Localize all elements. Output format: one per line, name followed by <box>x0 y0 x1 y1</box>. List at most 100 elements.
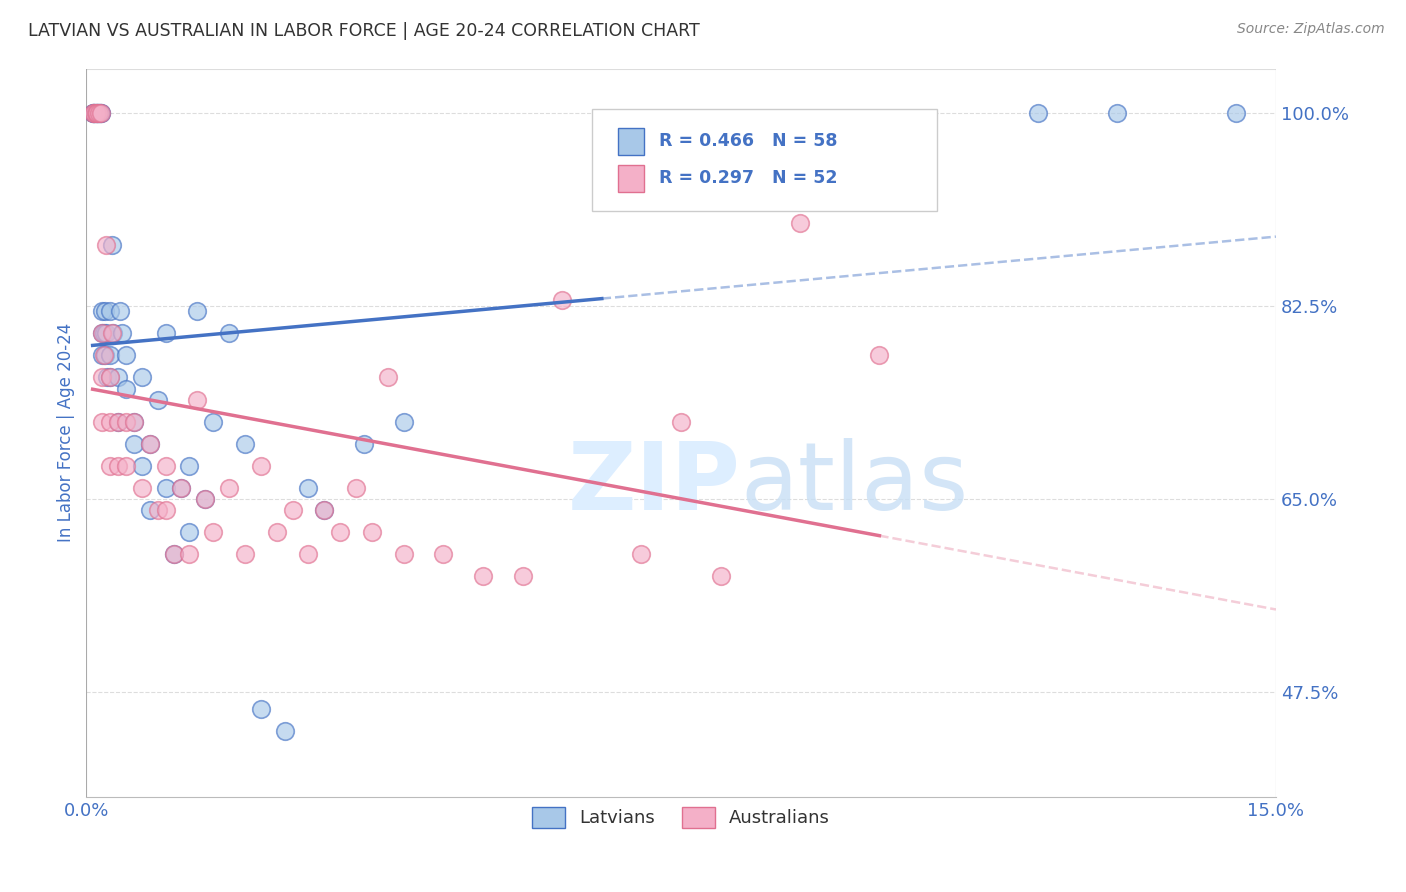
Point <box>218 326 240 341</box>
Point <box>107 458 129 473</box>
Point <box>630 547 652 561</box>
Point <box>103 326 125 341</box>
Point <box>107 370 129 384</box>
Point <box>98 370 121 384</box>
Point <box>155 481 177 495</box>
Point <box>266 524 288 539</box>
Point <box>710 569 733 583</box>
Point <box>139 436 162 450</box>
Point <box>98 348 121 362</box>
Point <box>94 238 117 252</box>
Point <box>82 105 104 120</box>
Point <box>98 458 121 473</box>
FancyBboxPatch shape <box>592 109 936 211</box>
Point <box>91 370 114 384</box>
Point <box>155 503 177 517</box>
Point <box>98 304 121 318</box>
Point <box>115 415 138 429</box>
Point <box>83 105 105 120</box>
Point <box>87 105 110 120</box>
Point <box>297 481 319 495</box>
Point <box>100 238 122 252</box>
Point <box>91 326 114 341</box>
Point <box>392 547 415 561</box>
Point <box>179 524 201 539</box>
Point <box>122 415 145 429</box>
Point <box>83 105 105 120</box>
Point <box>162 547 184 561</box>
Point <box>314 503 336 517</box>
Point <box>194 491 217 506</box>
Point <box>84 105 107 120</box>
Point <box>86 105 108 120</box>
Text: atlas: atlas <box>741 438 969 530</box>
Point <box>96 370 118 384</box>
Point <box>115 348 138 362</box>
Point <box>249 701 271 715</box>
Point <box>94 304 117 318</box>
Point <box>194 491 217 506</box>
Point <box>344 481 367 495</box>
Point <box>91 304 114 318</box>
Point <box>139 503 162 517</box>
Point <box>84 105 107 120</box>
Point <box>314 503 336 517</box>
Point <box>93 348 115 362</box>
Bar <box>619 165 644 193</box>
Y-axis label: In Labor Force | Age 20-24: In Labor Force | Age 20-24 <box>58 323 75 542</box>
Text: Source: ZipAtlas.com: Source: ZipAtlas.com <box>1237 22 1385 37</box>
Point <box>155 458 177 473</box>
Point <box>202 524 225 539</box>
Point <box>471 569 494 583</box>
Point <box>233 436 256 450</box>
Point <box>789 216 811 230</box>
Point <box>273 723 295 738</box>
Point <box>432 547 454 561</box>
Point <box>512 569 534 583</box>
Point <box>139 436 162 450</box>
Bar <box>619 128 644 155</box>
Point <box>93 326 115 341</box>
Point <box>93 348 115 362</box>
Point <box>91 348 114 362</box>
Point <box>100 326 122 341</box>
Point <box>98 370 121 384</box>
Point <box>115 458 138 473</box>
Point <box>82 105 104 120</box>
Point <box>122 415 145 429</box>
Point <box>233 547 256 561</box>
Point <box>329 524 352 539</box>
Point <box>90 105 112 120</box>
Point <box>87 105 110 120</box>
Point <box>91 326 114 341</box>
Point <box>162 547 184 561</box>
Point <box>91 415 114 429</box>
Point <box>90 105 112 120</box>
Legend: Latvians, Australians: Latvians, Australians <box>524 800 837 835</box>
Point <box>868 348 890 362</box>
Point <box>131 458 153 473</box>
Point <box>131 481 153 495</box>
Point <box>98 415 121 429</box>
Point <box>86 105 108 120</box>
Point <box>1225 105 1247 120</box>
Point <box>111 326 134 341</box>
Point <box>146 392 169 407</box>
Point <box>170 481 193 495</box>
Point <box>186 304 208 318</box>
Point <box>551 293 574 308</box>
Point <box>218 481 240 495</box>
Text: R = 0.466   N = 58: R = 0.466 N = 58 <box>658 132 837 151</box>
Point <box>90 105 112 120</box>
Point <box>86 105 108 120</box>
Point <box>107 415 129 429</box>
Point <box>179 458 201 473</box>
Point <box>122 436 145 450</box>
Text: R = 0.297   N = 52: R = 0.297 N = 52 <box>658 169 837 187</box>
Point <box>155 326 177 341</box>
Point <box>1107 105 1129 120</box>
Point <box>146 503 169 517</box>
Point <box>83 105 105 120</box>
Point <box>115 382 138 396</box>
Point <box>170 481 193 495</box>
